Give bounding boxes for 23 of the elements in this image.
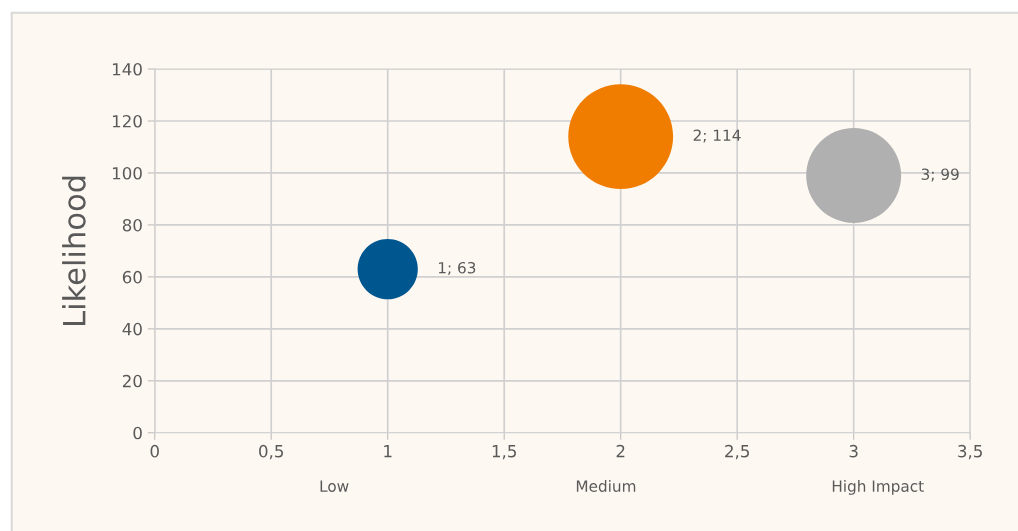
- y-tick-label: 80: [122, 218, 142, 232]
- y-tick-label: 40: [122, 322, 142, 336]
- x-tick-label: 2: [616, 444, 625, 458]
- x-tick-label: 3,5: [958, 444, 982, 460]
- y-tick-label: 120: [112, 114, 142, 128]
- x-tick-label: 1: [384, 445, 392, 458]
- data-label: 3; 99: [921, 168, 959, 182]
- x-tick-label: 2,5: [725, 444, 749, 460]
- x-tick-label: 0: [150, 444, 159, 458]
- y-tick-label: 140: [112, 62, 142, 76]
- text: Low: [320, 480, 349, 492]
- y-tick-label: 100: [112, 166, 142, 180]
- y-tick-label: 0: [133, 426, 142, 440]
- data-label: 2; 114: [693, 129, 741, 143]
- text: High Impact: [832, 480, 924, 495]
- data-label: 1; 63: [438, 261, 476, 276]
- x-tick-label: 0,5: [259, 444, 284, 460]
- y-tick-label: 20: [122, 374, 142, 388]
- x-tick-label: 3: [849, 444, 858, 458]
- text: Medium: [576, 480, 636, 492]
- x-tick-label: 1,5: [492, 445, 516, 460]
- y-axis-title: Likelihood: [62, 176, 86, 325]
- y-tick-label: 60: [122, 270, 142, 284]
